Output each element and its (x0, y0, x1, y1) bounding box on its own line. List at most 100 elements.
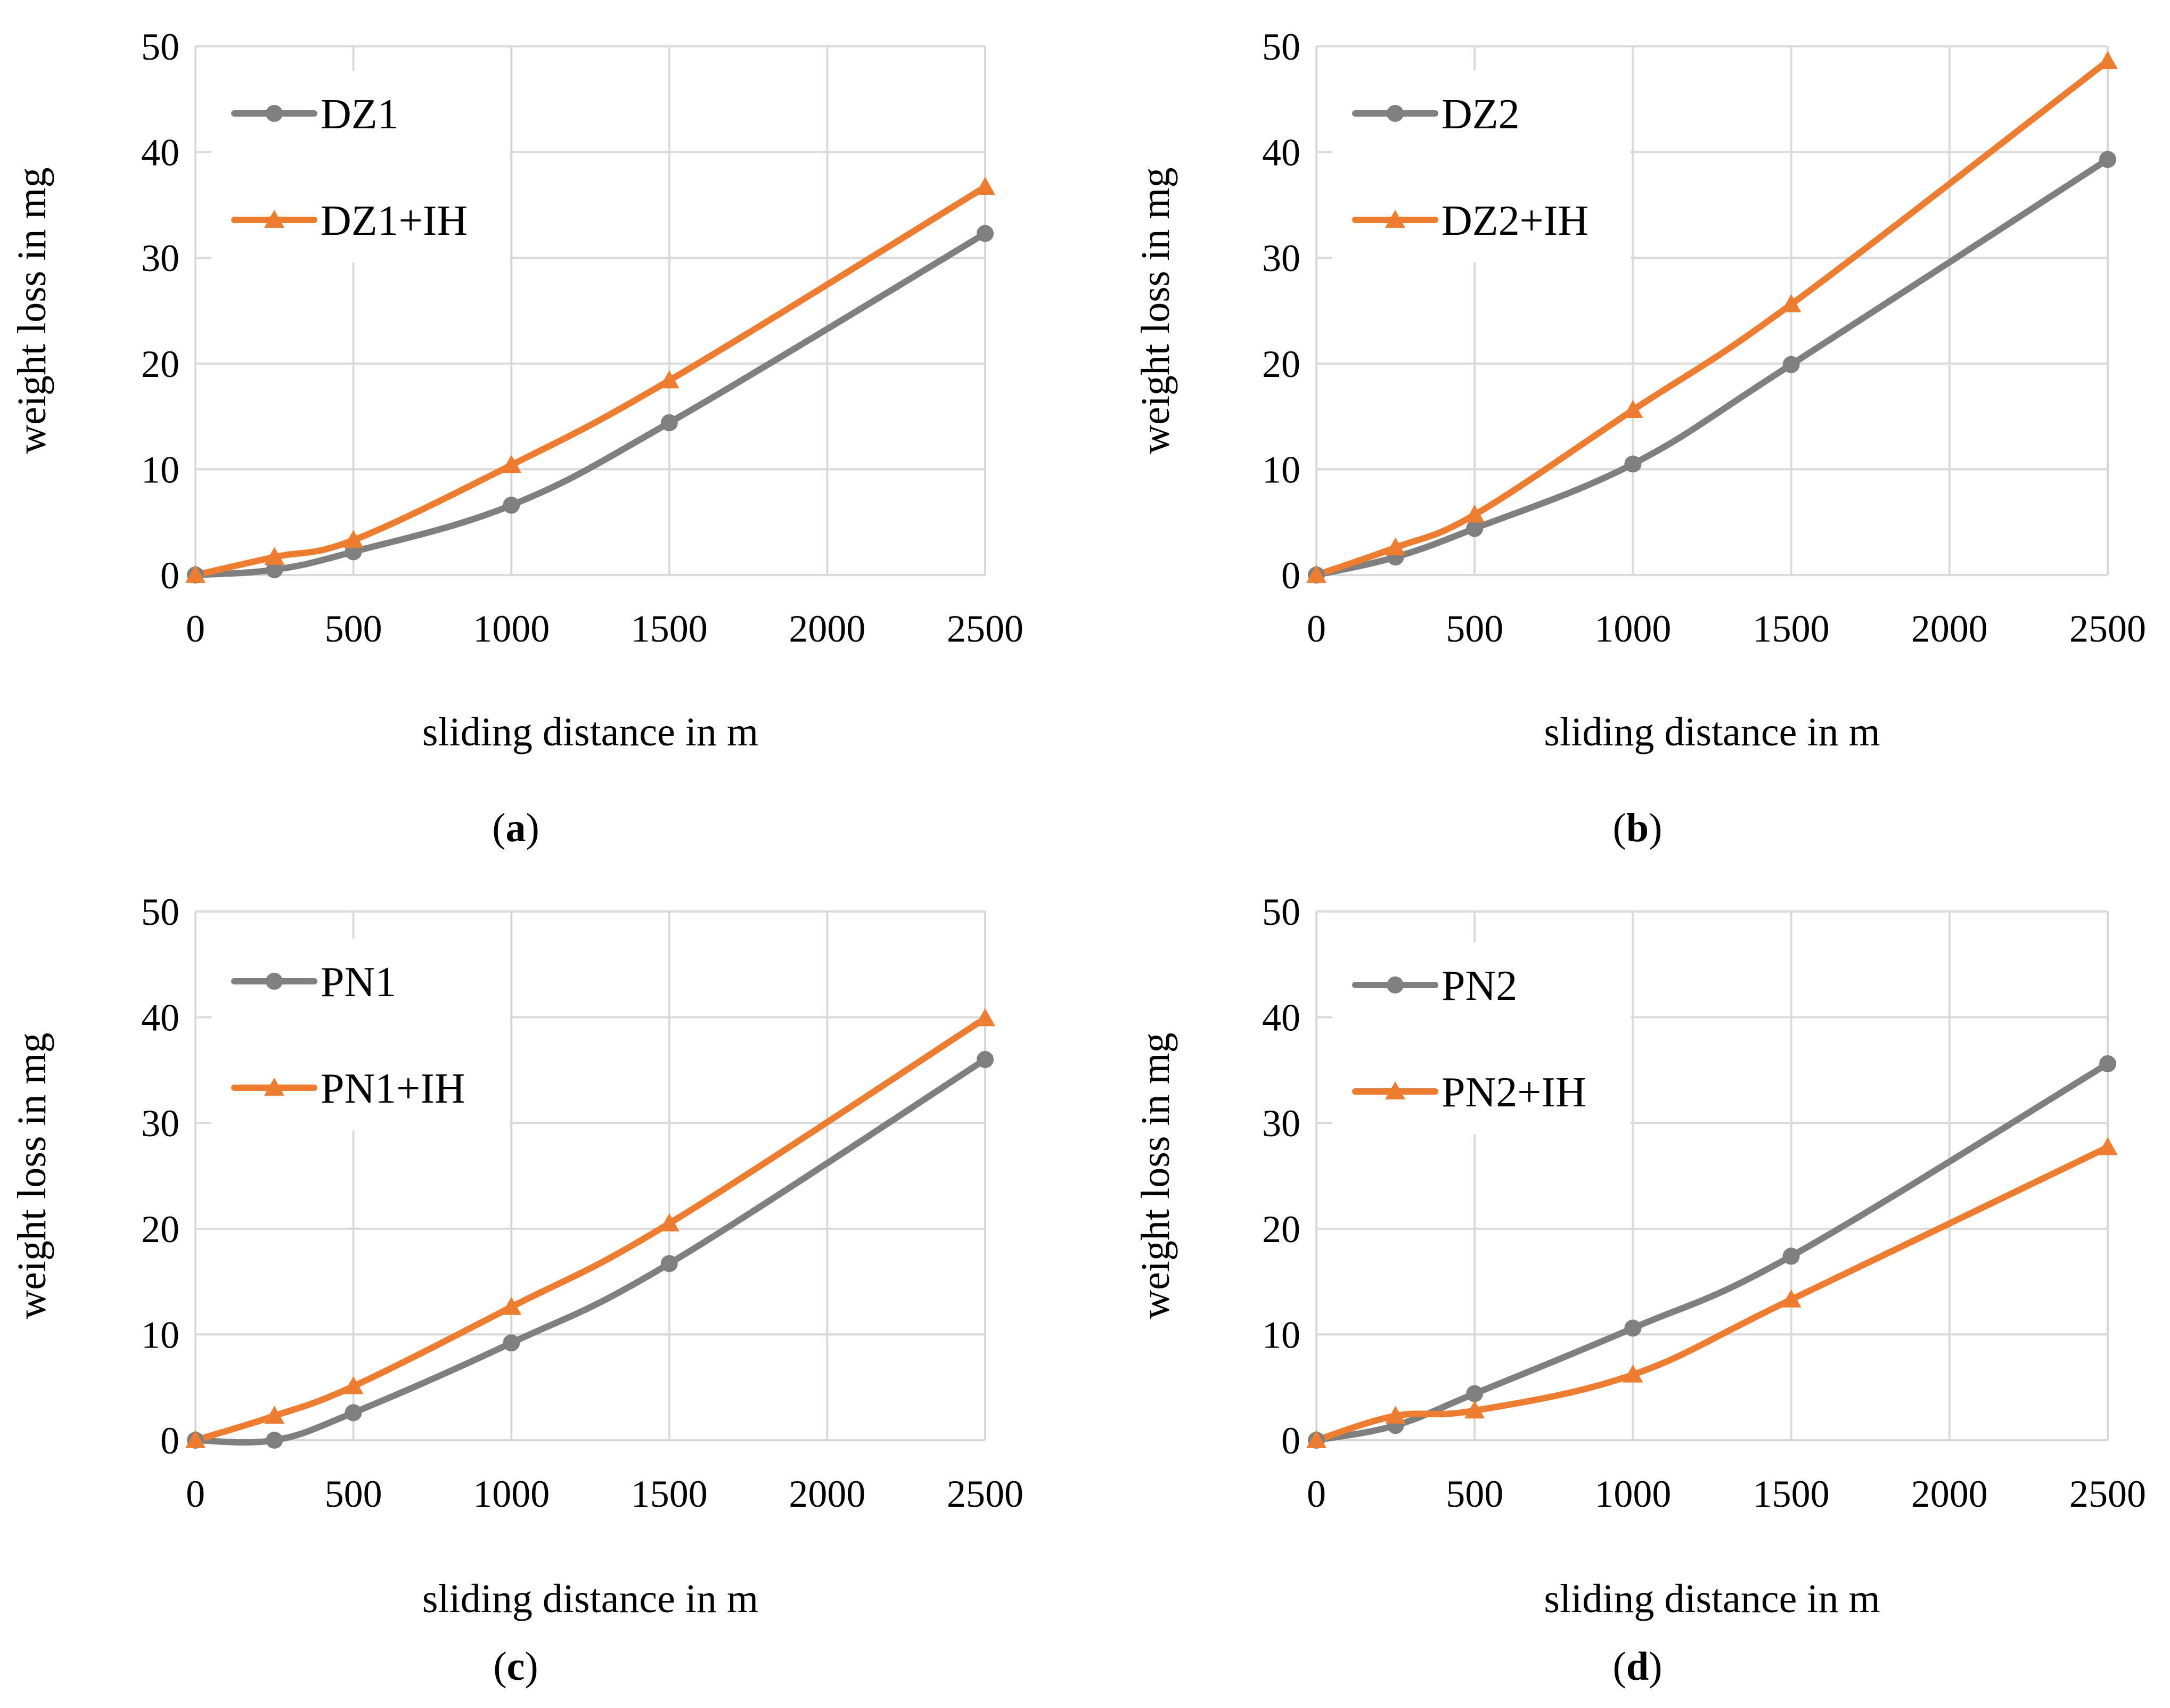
y-tick-label: 20 (141, 1208, 179, 1251)
data-point-DZ1+IH (343, 530, 364, 548)
x-axis-title: sliding distance in m (1544, 710, 1880, 754)
data-point-DZ2+IH (1385, 537, 1406, 556)
y-tick-label: 30 (141, 237, 179, 280)
panel-caption: (d) (1613, 1644, 1663, 1689)
y-tick-label: 50 (141, 891, 179, 933)
data-point-PN1 (503, 1334, 520, 1352)
data-point-PN1+IH (501, 1296, 522, 1315)
legend-background (1332, 71, 1631, 262)
data-point-DZ1 (503, 496, 520, 514)
y-tick-label: 40 (141, 132, 179, 174)
x-tick-label: 2000 (789, 607, 865, 650)
data-point-PN2+IH (1385, 1406, 1406, 1424)
data-point-DZ2+IH (1306, 565, 1326, 583)
y-tick-label: 20 (1262, 1208, 1300, 1251)
x-tick-label: 2500 (947, 1473, 1023, 1515)
y-axis-title: weight loss in mg (1133, 1032, 1178, 1319)
legend-label: DZ1 (321, 91, 399, 138)
y-tick-label: 10 (141, 1313, 179, 1356)
y-tick-label: 30 (1262, 1102, 1300, 1145)
legend-entry: PN1 (231, 959, 396, 1006)
x-tick-label: 500 (1446, 607, 1503, 650)
data-point-DZ2 (1782, 356, 1800, 373)
legend-label: DZ1+IH (321, 198, 468, 244)
legend-background (1332, 942, 1631, 1134)
data-point-PN1+IH (659, 1213, 679, 1231)
legend-marker-circle (1387, 105, 1404, 122)
legend-label: PN2+IH (1442, 1069, 1586, 1116)
x-tick-label: 1000 (473, 607, 550, 650)
caption-letter: c (507, 1644, 525, 1689)
legend-label: PN1 (321, 959, 396, 1006)
data-point-PN1+IH (185, 1430, 206, 1448)
data-point-DZ1 (977, 225, 994, 242)
caption-open-paren: ( (492, 806, 505, 850)
y-tick-label: 0 (1281, 554, 1300, 597)
y-tick-label: 0 (160, 554, 179, 597)
data-point-PN1+IH (975, 1008, 995, 1027)
legend-marker-circle (266, 973, 283, 990)
x-tick-label: 1500 (1753, 607, 1830, 650)
y-tick-label: 20 (141, 343, 179, 385)
series-line-DZ1 (192, 230, 988, 578)
data-point-DZ1+IH (659, 370, 679, 389)
x-tick-label: 0 (1307, 607, 1326, 650)
y-tick-label: 0 (1281, 1419, 1300, 1462)
legend-entry: DZ2 (1352, 91, 1520, 138)
y-axis-title: weight loss in mg (1133, 167, 1178, 454)
caption-open-paren: ( (1613, 806, 1626, 850)
x-tick-label: 1000 (473, 1473, 550, 1515)
data-point-DZ2 (1624, 455, 1642, 473)
legend-entry: DZ1+IH (231, 198, 468, 244)
legend-label: DZ2 (1442, 91, 1520, 138)
legend-label: PN2 (1442, 963, 1517, 1009)
data-point-DZ2 (2099, 151, 2116, 168)
legend-label: DZ2+IH (1442, 198, 1588, 244)
data-point-DZ1+IH (975, 177, 995, 195)
data-point-PN2+IH (1464, 1400, 1485, 1419)
x-tick-label: 2500 (2069, 607, 2146, 650)
x-axis-title: sliding distance in m (1544, 1576, 1880, 1621)
caption-letter: a (506, 806, 526, 850)
data-point-PN2+IH (1623, 1364, 1643, 1383)
legend-marker-triangle (1385, 210, 1405, 228)
legend-marker-circle (266, 105, 283, 122)
data-point-DZ2 (1466, 520, 1484, 537)
x-tick-label: 500 (325, 1473, 382, 1515)
caption-close-paren: ) (1649, 806, 1662, 850)
legend-entry: PN2+IH (1352, 1069, 1586, 1116)
x-tick-label: 2500 (2069, 1473, 2146, 1515)
legend-entry: PN2 (1352, 963, 1517, 1009)
caption-open-paren: ( (493, 1644, 506, 1689)
panel-caption: (c) (493, 1644, 538, 1689)
legend-entry: PN1+IH (231, 1065, 465, 1112)
y-axis-title: weight loss in mg (10, 1032, 54, 1319)
y-tick-label: 30 (141, 1102, 179, 1145)
data-point-DZ2+IH (1464, 504, 1485, 523)
legend-marker-triangle (264, 210, 284, 228)
data-point-PN1 (345, 1404, 362, 1422)
legend-background (211, 71, 510, 262)
data-point-DZ1 (266, 561, 283, 579)
y-tick-label: 40 (141, 997, 179, 1039)
caption-letter: d (1626, 1644, 1649, 1689)
panel-caption: (a) (492, 806, 539, 850)
y-tick-label: 40 (1262, 997, 1300, 1039)
data-point-PN2 (1624, 1319, 1642, 1337)
data-point-PN2+IH (1306, 1430, 1326, 1448)
y-tick-label: 10 (1262, 1313, 1300, 1356)
data-point-DZ1 (660, 414, 678, 432)
x-axis-title: sliding distance in m (422, 710, 758, 754)
data-point-PN1+IH (264, 1406, 285, 1424)
y-tick-label: 10 (1262, 448, 1300, 491)
x-tick-label: 1000 (1594, 1473, 1671, 1515)
y-tick-label: 30 (1262, 237, 1300, 280)
data-point-PN1 (266, 1432, 283, 1449)
x-tick-label: 500 (1446, 1473, 1503, 1515)
data-point-DZ2+IH (1623, 400, 1643, 418)
legend-entry: DZ1 (231, 91, 399, 138)
data-point-PN2 (2099, 1055, 2116, 1072)
data-point-PN2 (1466, 1385, 1484, 1402)
